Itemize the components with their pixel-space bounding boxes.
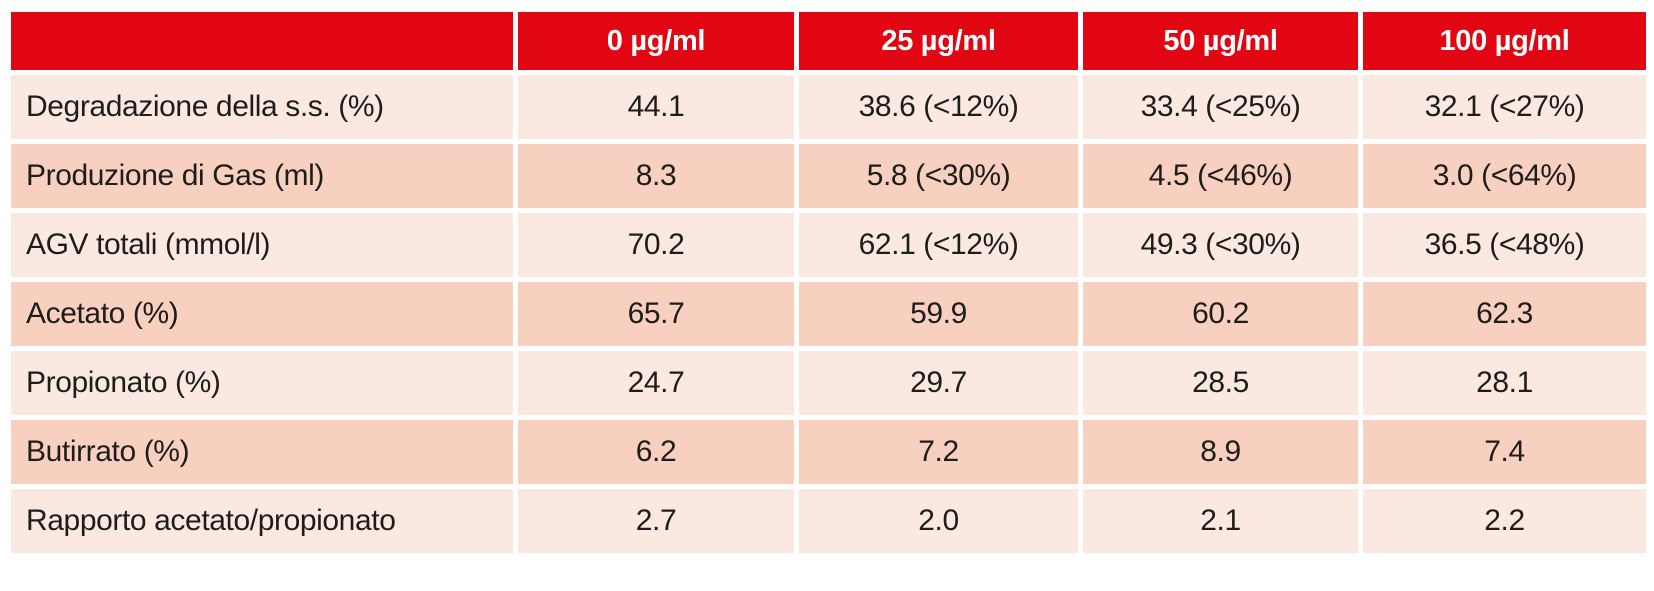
value-cell: 2.1 (1083, 489, 1358, 553)
value-cell: 70.2 (518, 213, 794, 277)
value-cell: 62.3 (1363, 282, 1646, 346)
value-cell: 2.0 (799, 489, 1078, 553)
value-cell: 59.9 (799, 282, 1078, 346)
results-table: 0 µg/ml 25 µg/ml 50 µg/ml 100 µg/ml Degr… (6, 7, 1651, 558)
column-header-50ug: 50 µg/ml (1083, 12, 1358, 70)
table-row: Degradazione della s.s. (%) 44.1 38.6 (<12… (11, 75, 1646, 139)
value-cell: 32.1 (<27%) (1363, 75, 1646, 139)
value-cell: 4.5 (<46%) (1083, 144, 1358, 208)
value-cell: 33.4 (<25%) (1083, 75, 1358, 139)
column-header-25ug: 25 µg/ml (799, 12, 1078, 70)
row-label: Rapporto acetato/propionato (11, 489, 513, 553)
value-cell: 8.3 (518, 144, 794, 208)
row-label: Butirrato (%) (11, 420, 513, 484)
value-cell: 62.1 (<12%) (799, 213, 1078, 277)
value-cell: 49.3 (<30%) (1083, 213, 1358, 277)
value-cell: 44.1 (518, 75, 794, 139)
value-cell: 7.2 (799, 420, 1078, 484)
table-row: AGV totali (mmol/l) 70.2 62.1 (<12%) 49.3 (… (11, 213, 1646, 277)
value-cell: 5.8 (<30%) (799, 144, 1078, 208)
row-label: Propionato (%) (11, 351, 513, 415)
value-cell: 28.5 (1083, 351, 1358, 415)
value-cell: 29.7 (799, 351, 1078, 415)
table-row: Butirrato (%) 6.2 7.2 8.9 7.4 (11, 420, 1646, 484)
column-header-empty (11, 12, 513, 70)
header-row: 0 µg/ml 25 µg/ml 50 µg/ml 100 µg/ml (11, 12, 1646, 70)
row-label: AGV totali (mmol/l) (11, 213, 513, 277)
row-label: Produzione di Gas (ml) (11, 144, 513, 208)
value-cell: 2.7 (518, 489, 794, 553)
value-cell: 7.4 (1363, 420, 1646, 484)
table-row: Produzione di Gas (ml) 8.3 5.8 (<30%) 4.5 (… (11, 144, 1646, 208)
table-row: Acetato (%) 65.7 59.9 60.2 62.3 (11, 282, 1646, 346)
value-cell: 8.9 (1083, 420, 1358, 484)
value-cell: 65.7 (518, 282, 794, 346)
value-cell: 36.5 (<48%) (1363, 213, 1646, 277)
value-cell: 24.7 (518, 351, 794, 415)
table-row: Propionato (%) 24.7 29.7 28.5 28.1 (11, 351, 1646, 415)
value-cell: 60.2 (1083, 282, 1358, 346)
row-label: Degradazione della s.s. (%) (11, 75, 513, 139)
table-row: Rapporto acetato/propionato 2.7 2.0 2.1 2.2 (11, 489, 1646, 553)
value-cell: 6.2 (518, 420, 794, 484)
value-cell: 38.6 (<12%) (799, 75, 1078, 139)
column-header-100ug: 100 µg/ml (1363, 12, 1646, 70)
value-cell: 28.1 (1363, 351, 1646, 415)
column-header-0ug: 0 µg/ml (518, 12, 794, 70)
row-label: Acetato (%) (11, 282, 513, 346)
value-cell: 3.0 (<64%) (1363, 144, 1646, 208)
value-cell: 2.2 (1363, 489, 1646, 553)
